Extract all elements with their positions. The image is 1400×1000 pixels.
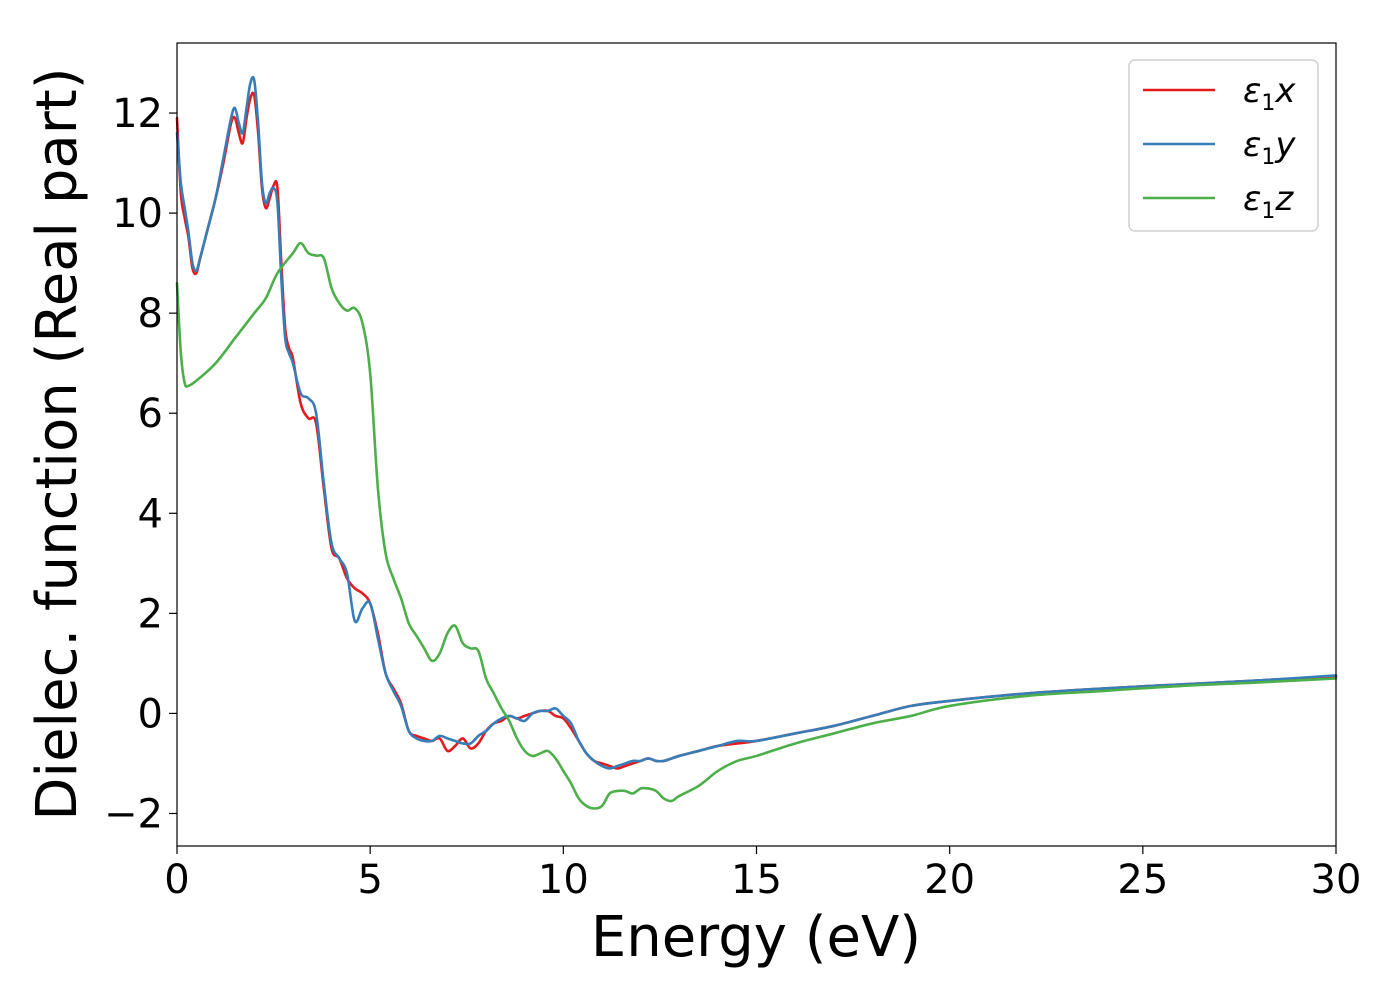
series-line-z bbox=[175, 241, 1338, 810]
x-tick-label: 0 bbox=[164, 857, 189, 903]
x-tick-label: 5 bbox=[357, 857, 382, 903]
x-axis-ticks: 0 5 10 15 20 25 30 bbox=[164, 846, 1361, 903]
legend-label-x: ε1x bbox=[1243, 71, 1296, 116]
series-layer bbox=[175, 75, 1338, 810]
legend-label-z: ε1z bbox=[1243, 179, 1294, 224]
legend-label-y: ε1y bbox=[1243, 125, 1296, 170]
y-tick-label: 4 bbox=[138, 491, 163, 537]
series-line-y bbox=[175, 75, 1338, 770]
y-tick-label: 6 bbox=[138, 391, 163, 437]
y-tick-label: 12 bbox=[112, 91, 163, 137]
y-tick-label: 0 bbox=[138, 691, 163, 737]
legend: ε1x ε1y ε1z bbox=[1128, 59, 1319, 232]
x-tick-label: 20 bbox=[924, 857, 975, 903]
y-axis-title: Dielec. function (Real part) bbox=[25, 67, 90, 820]
x-axis-title: Energy (eV) bbox=[591, 905, 921, 970]
y-tick-label: −2 bbox=[104, 791, 163, 837]
legend-box bbox=[1128, 59, 1319, 232]
x-tick-label: 10 bbox=[538, 857, 589, 903]
y-tick-label: 2 bbox=[138, 591, 163, 637]
y-tick-label: 10 bbox=[112, 191, 163, 237]
x-tick-label: 15 bbox=[731, 857, 782, 903]
x-tick-label: 25 bbox=[1117, 857, 1168, 903]
y-axis-ticks: −2 0 2 4 6 8 10 12 bbox=[104, 91, 177, 837]
y-tick-label: 8 bbox=[138, 291, 163, 337]
x-tick-label: 30 bbox=[1311, 857, 1362, 903]
